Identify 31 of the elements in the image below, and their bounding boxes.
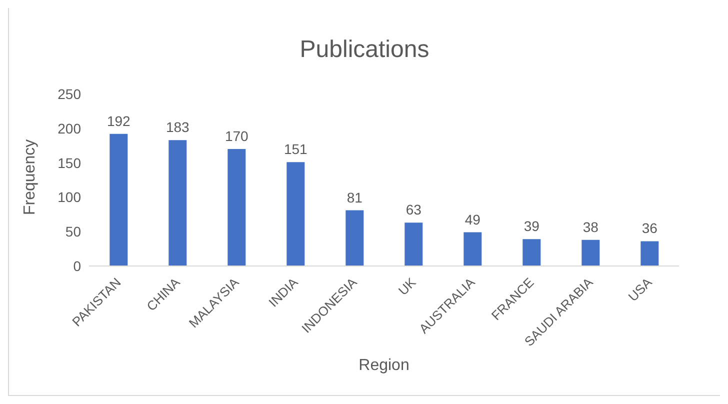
- y-tick-label: 150: [58, 154, 82, 171]
- data-label: 170: [224, 128, 249, 144]
- bar: [168, 140, 187, 266]
- y-tick-label: 0: [73, 258, 82, 274]
- bar: [582, 240, 600, 266]
- x-axis-title: Region: [358, 357, 410, 374]
- bar: [640, 241, 659, 266]
- bar: [346, 210, 364, 266]
- bar: [286, 162, 305, 266]
- data-label: 49: [464, 211, 481, 228]
- bar: [464, 232, 482, 266]
- bar: [110, 134, 128, 266]
- data-label: 63: [406, 202, 422, 218]
- data-label: 38: [582, 218, 599, 235]
- data-label: 81: [346, 189, 363, 206]
- bar: [404, 222, 423, 266]
- data-label: 39: [524, 218, 540, 234]
- data-label: 151: [284, 141, 308, 158]
- y-axis-title: Frequency: [22, 139, 39, 215]
- x-tick-label: USA: [625, 274, 656, 304]
- data-label: 192: [106, 112, 131, 129]
- chart-title: Publications: [298, 35, 430, 65]
- y-tick-label: 200: [58, 120, 82, 136]
- y-tick-label: 250: [58, 86, 82, 102]
- data-label: 183: [166, 119, 190, 136]
- y-tick-label: 50: [65, 224, 82, 240]
- data-label: 36: [642, 220, 658, 236]
- bar: [522, 239, 541, 266]
- bar: [228, 149, 246, 266]
- x-tick-label: UK: [395, 274, 420, 298]
- y-tick-label: 100: [58, 189, 82, 206]
